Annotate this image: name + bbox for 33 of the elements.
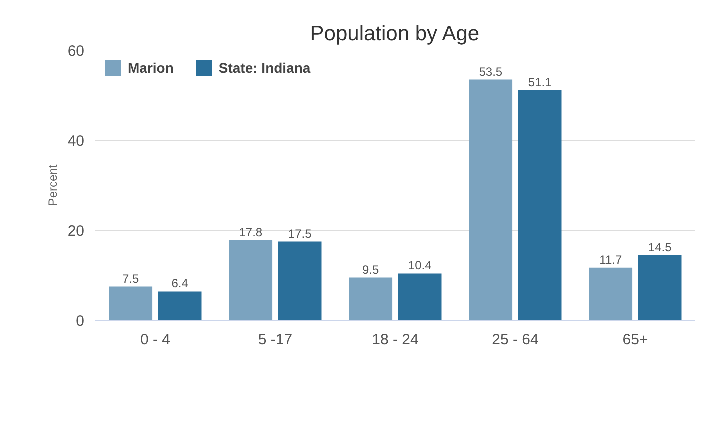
bar [229, 240, 273, 320]
x-tick-label: 5 -17 [258, 332, 293, 348]
bar [518, 90, 562, 320]
legend-label: Marion [128, 60, 174, 76]
x-tick-label: 18 - 24 [372, 332, 419, 348]
bar [109, 286, 153, 320]
y-axis-title: Percent [46, 164, 60, 206]
bar [589, 268, 633, 320]
bar [469, 80, 513, 320]
data-label: 53.5 [479, 64, 503, 79]
bar [278, 242, 322, 320]
bar [638, 255, 682, 320]
data-label: 14.5 [648, 240, 672, 254]
data-label: 10.4 [408, 258, 432, 273]
data-label: 51.1 [528, 76, 552, 90]
x-tick-label: 25 - 64 [492, 332, 539, 348]
data-label: 9.5 [362, 262, 380, 277]
bar [349, 278, 393, 320]
data-label: 7.5 [122, 272, 140, 286]
data-label: 11.7 [600, 252, 622, 267]
y-tick-label: 60 [68, 43, 85, 60]
y-tick-label: 0 [76, 313, 84, 330]
x-tick-label: 0 - 4 [140, 332, 171, 348]
data-label: 6.4 [172, 276, 189, 291]
bar [398, 274, 442, 320]
y-tick-label: 40 [68, 133, 85, 150]
x-tick-label: 65+ [622, 332, 648, 348]
bar [158, 292, 202, 320]
legend-label: State: Indiana [218, 60, 311, 76]
data-label: 17.8 [239, 225, 263, 240]
chart-title: Population by Age [310, 22, 480, 46]
data-label: 17.5 [288, 226, 312, 241]
y-tick-label: 20 [68, 223, 85, 240]
